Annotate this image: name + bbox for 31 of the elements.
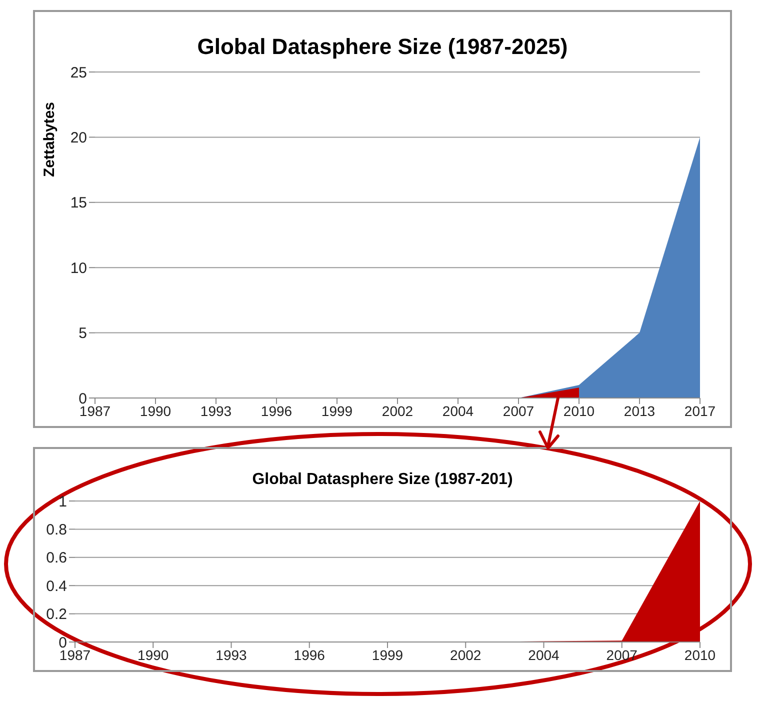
x-tick-label: 1993 (216, 646, 248, 663)
x-tick-label: 1990 (140, 402, 172, 419)
x-tick-label: 2017 (684, 402, 716, 419)
x-tick-label: 1996 (260, 402, 292, 419)
chart-title: Global Datasphere Size (1987-2025) (196, 33, 569, 61)
y-axis-title: Zettabytes (42, 101, 58, 177)
x-tick-label: 2010 (563, 402, 595, 419)
x-tick-label: 2002 (382, 402, 414, 419)
y-tick-label: 1 (58, 493, 67, 510)
x-tick-label: 1996 (294, 646, 326, 663)
y-tick-label: 20 (70, 130, 87, 147)
x-tick-label: 2002 (450, 646, 482, 663)
y-tick-label: 15 (70, 194, 87, 212)
x-tick-label: 2004 (528, 646, 560, 663)
y-tick-label: 0.2 (46, 606, 67, 624)
x-tick-label: 2004 (442, 402, 474, 419)
y-tick-label: 0.8 (46, 522, 67, 539)
x-tick-label: 1993 (200, 402, 232, 419)
x-tick-label: 1990 (138, 646, 169, 663)
x-tick-label: 2007 (606, 646, 638, 663)
y-tick-label: 5 (78, 325, 87, 342)
x-tick-label: 2013 (624, 402, 656, 419)
y-tick-label: 0.4 (46, 578, 67, 595)
x-tick-label: 2007 (502, 402, 534, 419)
x-tick-label: 1999 (372, 646, 404, 663)
y-tick-label: 0.6 (46, 550, 67, 567)
y-tick-label: 25 (70, 64, 87, 82)
y-tick-label: 10 (70, 260, 87, 277)
chart-title: Global Datasphere Size (1987-201) (251, 470, 514, 490)
x-tick-label: 1999 (321, 402, 353, 419)
x-tick-label: 2010 (684, 646, 716, 663)
